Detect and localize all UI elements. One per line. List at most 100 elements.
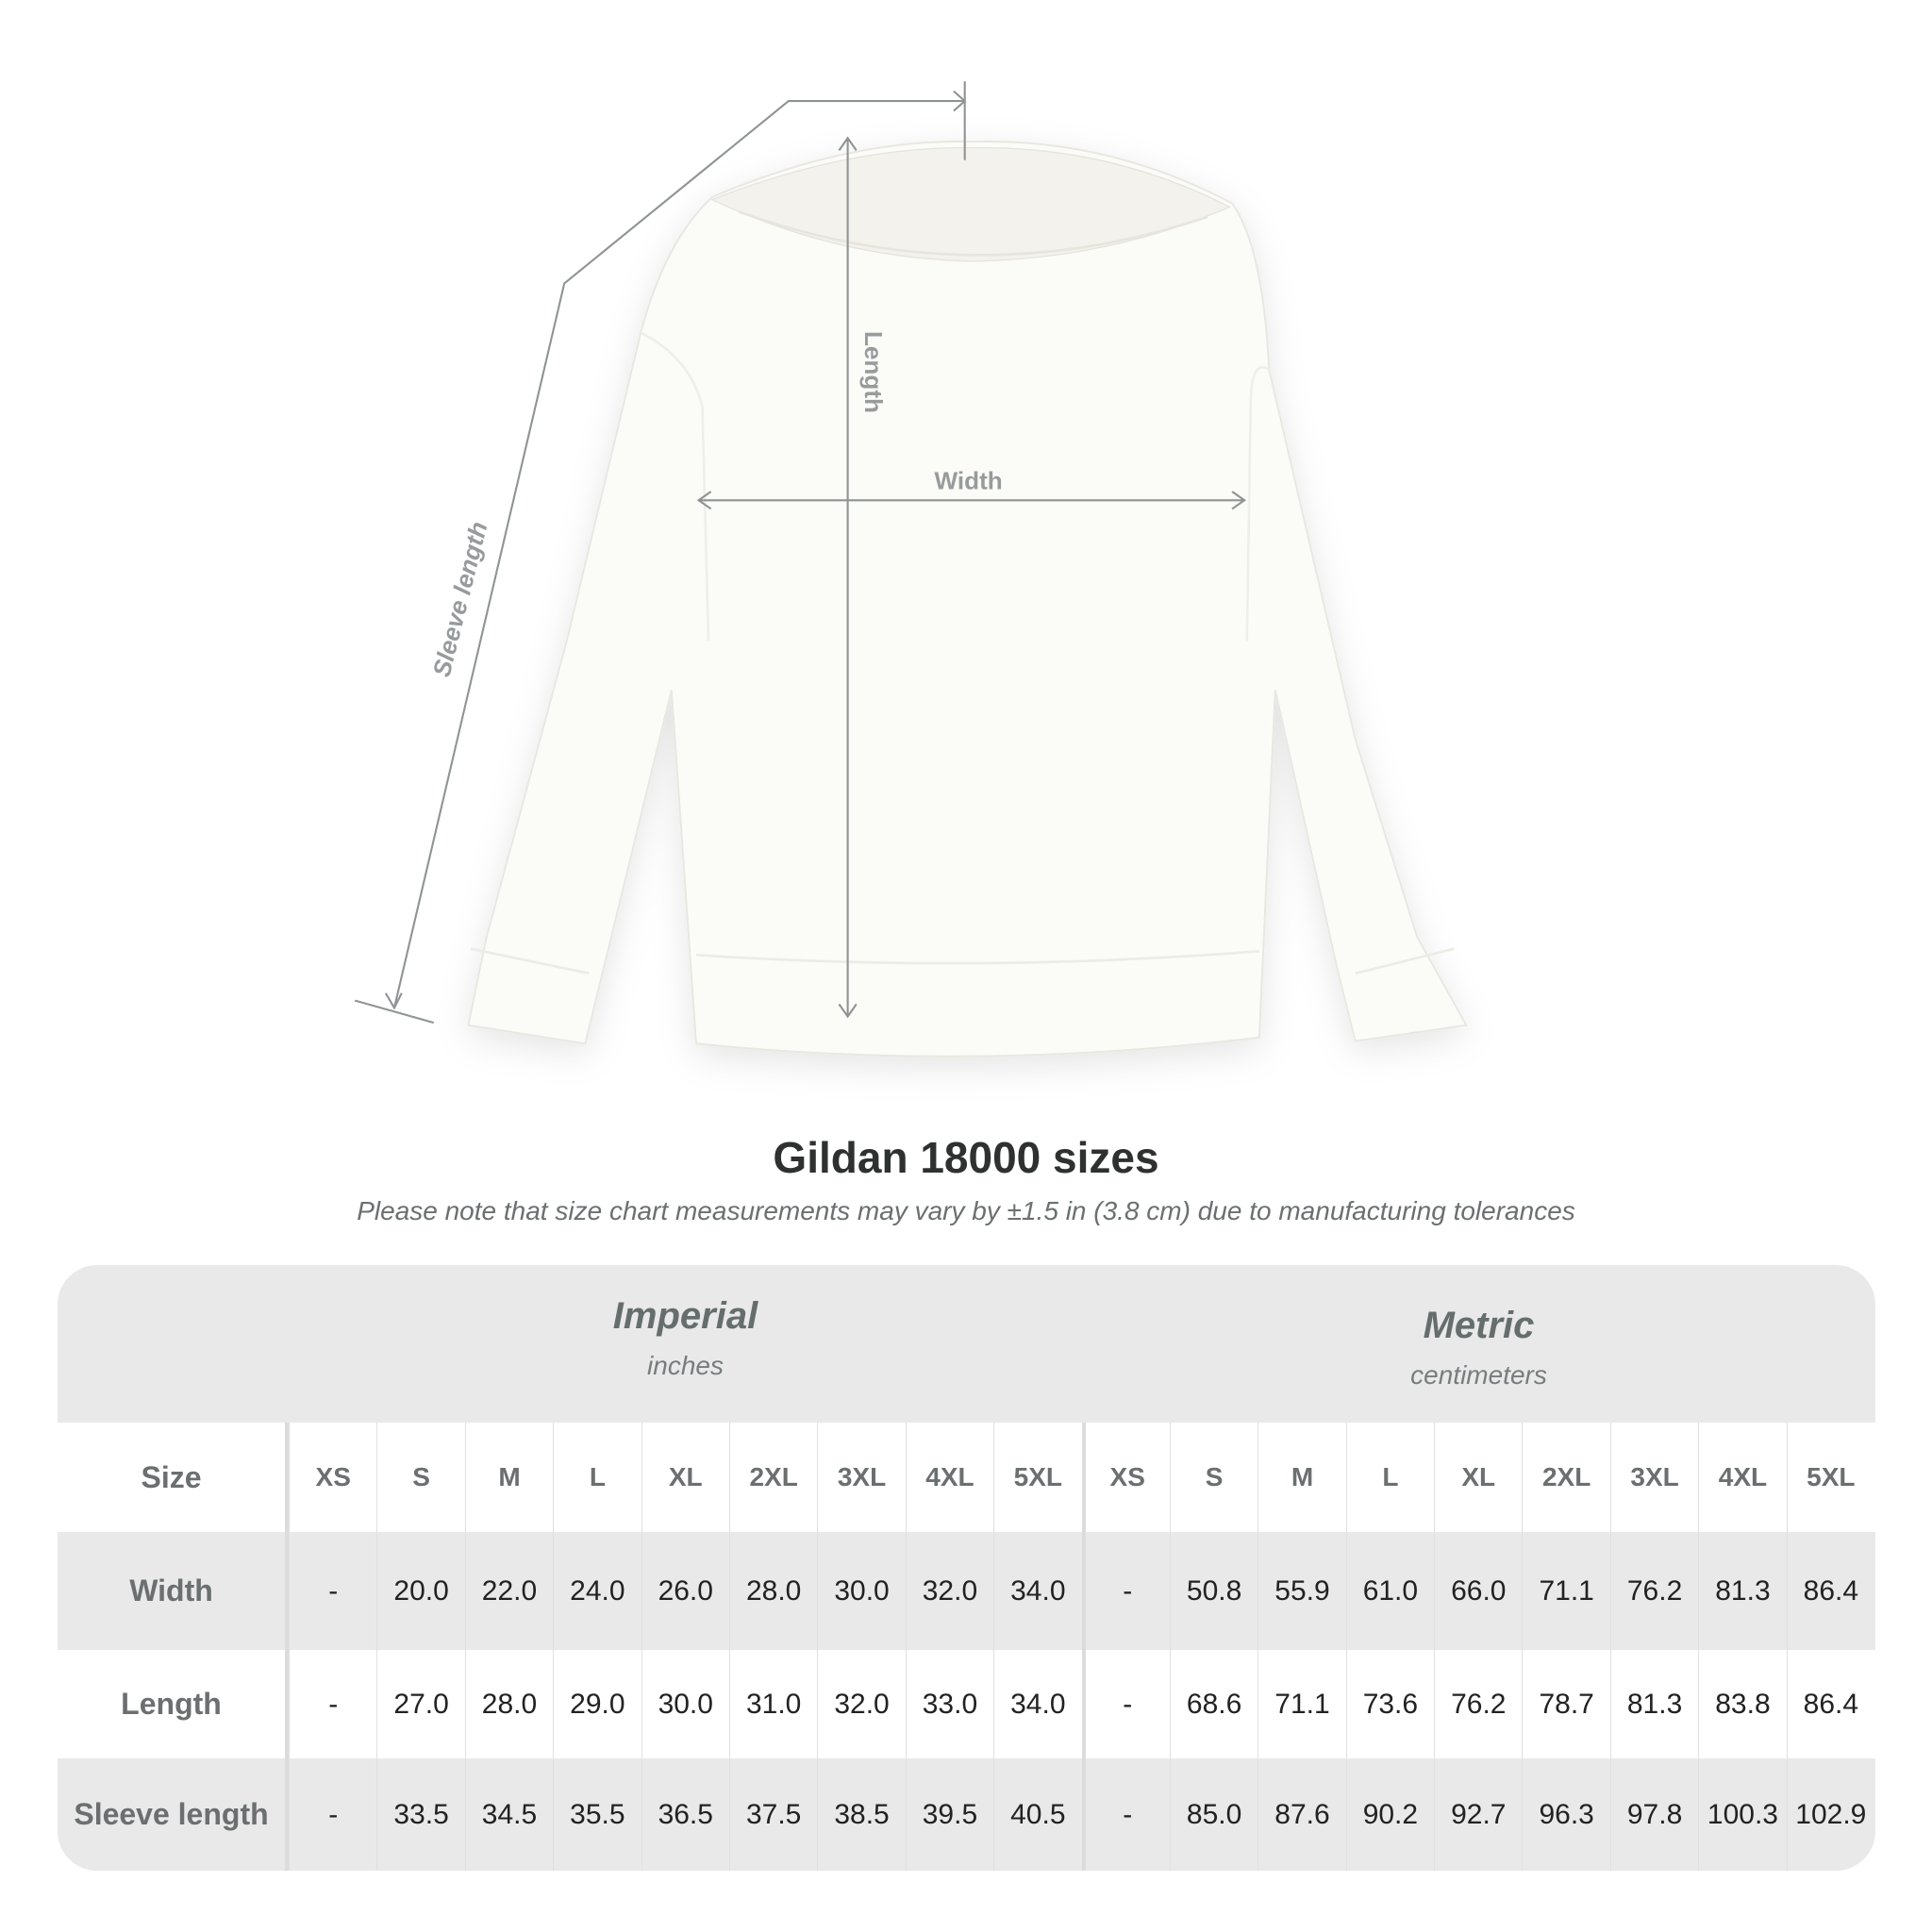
metric-size-l: L bbox=[1345, 1423, 1434, 1532]
metric-value: 81.3 bbox=[1609, 1650, 1698, 1758]
metric-value: 76.2 bbox=[1609, 1532, 1698, 1650]
metric-header: Metric centimeters bbox=[1082, 1265, 1875, 1462]
page-title: Gildan 18000 sizes bbox=[773, 1133, 1159, 1182]
metric-value: 97.8 bbox=[1609, 1758, 1698, 1871]
metric-value: 68.6 bbox=[1169, 1650, 1257, 1758]
imperial-value: 33.0 bbox=[905, 1650, 993, 1758]
sweatshirt-image bbox=[467, 140, 1468, 1058]
imperial-value: 36.5 bbox=[641, 1758, 729, 1871]
imperial-size-xl: XL bbox=[641, 1423, 729, 1532]
sleeve-arrow-top-icon bbox=[953, 90, 967, 112]
width-line bbox=[696, 491, 1247, 510]
metric-value: 87.6 bbox=[1257, 1758, 1345, 1871]
imperial-value: - bbox=[289, 1758, 376, 1871]
metric-size-xl: XL bbox=[1434, 1423, 1522, 1532]
metric-value: - bbox=[1081, 1532, 1170, 1650]
imperial-value: 34.0 bbox=[993, 1650, 1081, 1758]
imperial-size-xs: XS bbox=[289, 1423, 376, 1532]
imperial-value: 40.5 bbox=[993, 1758, 1081, 1871]
metric-unit: centimeters bbox=[1410, 1360, 1547, 1390]
imperial-size-s: S bbox=[376, 1423, 464, 1532]
imperial-value: 28.0 bbox=[464, 1650, 553, 1758]
row-label: Width bbox=[58, 1532, 289, 1650]
metric-size-xs: XS bbox=[1081, 1423, 1170, 1532]
imperial-value: 35.5 bbox=[553, 1758, 641, 1871]
imperial-value: 30.0 bbox=[641, 1650, 729, 1758]
metric-title: Metric bbox=[1423, 1305, 1535, 1346]
imperial-value: 37.5 bbox=[728, 1758, 817, 1871]
metric-value: 85.0 bbox=[1169, 1758, 1257, 1871]
metric-size-s: S bbox=[1169, 1423, 1257, 1532]
imperial-value: 22.0 bbox=[464, 1532, 553, 1650]
size-header-row: Size XS S M L XL 2XL 3XL 4XL 5XL XS S M L XL 2XL 3XL 4XL 5… bbox=[58, 1423, 1875, 1532]
table-row: Width -20.0 22.0 24.0 26.0 28.0 30.0 32.0 34.0-5… bbox=[58, 1532, 1875, 1650]
metric-value: 66.0 bbox=[1434, 1532, 1522, 1650]
imperial-value: 34.0 bbox=[993, 1532, 1081, 1650]
imperial-size-m: M bbox=[464, 1423, 553, 1532]
imperial-value: 38.5 bbox=[817, 1758, 905, 1871]
imperial-value: 39.5 bbox=[905, 1758, 993, 1871]
table-row: Length -27.0 28.0 29.0 30.0 31.0 32.0 33.0 34.0-… bbox=[58, 1650, 1875, 1758]
imperial-size-4xl: 4XL bbox=[905, 1423, 993, 1532]
imperial-size-2xl: 2XL bbox=[728, 1423, 817, 1532]
metric-value: 61.0 bbox=[1345, 1532, 1434, 1650]
metric-size-3xl: 3XL bbox=[1609, 1423, 1698, 1532]
imperial-value: 34.5 bbox=[464, 1758, 553, 1871]
tolerance-note: Please note that size chart measurements… bbox=[357, 1196, 1575, 1225]
metric-value: 102.9 bbox=[1786, 1758, 1874, 1871]
metric-value: 55.9 bbox=[1257, 1532, 1345, 1650]
metric-value: 86.4 bbox=[1786, 1532, 1874, 1650]
imperial-value: 26.0 bbox=[641, 1532, 729, 1650]
imperial-value: 33.5 bbox=[376, 1758, 464, 1871]
metric-size-5xl: 5XL bbox=[1786, 1423, 1874, 1532]
sleeve-arrow-bottom-icon bbox=[384, 992, 403, 1010]
width-label: Width bbox=[934, 467, 1002, 495]
imperial-header: Imperial inches bbox=[289, 1265, 1082, 1453]
imperial-value: 29.0 bbox=[553, 1650, 641, 1758]
imperial-value: 28.0 bbox=[728, 1532, 817, 1650]
imperial-value: 27.0 bbox=[376, 1650, 464, 1758]
metric-value: 96.3 bbox=[1522, 1758, 1609, 1871]
metric-value: 71.1 bbox=[1257, 1650, 1345, 1758]
imperial-size-l: L bbox=[553, 1423, 641, 1532]
metric-value: - bbox=[1081, 1758, 1170, 1871]
length-label: Length bbox=[859, 331, 888, 413]
metric-value: 90.2 bbox=[1345, 1758, 1434, 1871]
metric-value: - bbox=[1081, 1650, 1170, 1758]
size-chart-table: Imperial inches Metric centimeters Size X… bbox=[58, 1265, 1875, 1871]
metric-value: 50.8 bbox=[1169, 1532, 1257, 1650]
metric-size-4xl: 4XL bbox=[1698, 1423, 1786, 1532]
sleeve-length-label: Sleeve length bbox=[427, 519, 493, 680]
imperial-value: 24.0 bbox=[553, 1532, 641, 1650]
metric-size-m: M bbox=[1257, 1423, 1345, 1532]
imperial-title: Imperial bbox=[612, 1295, 758, 1337]
imperial-value: - bbox=[289, 1532, 376, 1650]
imperial-size-3xl: 3XL bbox=[817, 1423, 905, 1532]
metric-value: 83.8 bbox=[1698, 1650, 1786, 1758]
metric-value: 78.7 bbox=[1522, 1650, 1609, 1758]
row-label: Length bbox=[58, 1650, 289, 1758]
imperial-value: 32.0 bbox=[817, 1650, 905, 1758]
size-label: Size bbox=[58, 1423, 289, 1532]
imperial-value: 30.0 bbox=[817, 1532, 905, 1650]
sleeve-length-line bbox=[392, 81, 966, 1008]
length-line bbox=[838, 136, 858, 1019]
metric-value: 73.6 bbox=[1345, 1650, 1434, 1758]
metric-size-2xl: 2XL bbox=[1522, 1423, 1609, 1532]
metric-value: 81.3 bbox=[1698, 1532, 1786, 1650]
metric-value: 86.4 bbox=[1786, 1650, 1874, 1758]
measurement-lines bbox=[354, 81, 1247, 1024]
imperial-value: 20.0 bbox=[376, 1532, 464, 1650]
table-row: Sleeve length -33.5 34.5 35.5 36.5 37.5 38.5 39… bbox=[58, 1758, 1875, 1871]
row-label: Sleeve length bbox=[58, 1758, 289, 1871]
metric-value: 92.7 bbox=[1434, 1758, 1522, 1871]
imperial-value: 32.0 bbox=[905, 1532, 993, 1650]
metric-value: 76.2 bbox=[1434, 1650, 1522, 1758]
metric-value: 100.3 bbox=[1698, 1758, 1786, 1871]
metric-value: 71.1 bbox=[1522, 1532, 1609, 1650]
imperial-size-5xl: 5XL bbox=[993, 1423, 1081, 1532]
imperial-unit: inches bbox=[647, 1351, 724, 1380]
imperial-value: 31.0 bbox=[728, 1650, 817, 1758]
imperial-value: - bbox=[289, 1650, 376, 1758]
